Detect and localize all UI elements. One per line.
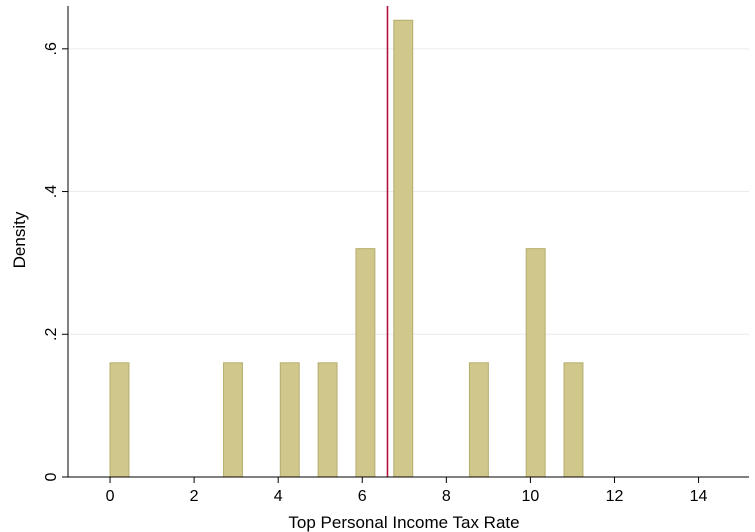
histogram-bar-3	[317, 362, 338, 478]
x-tick-label-6: 12	[606, 488, 624, 505]
histogram-bar-4	[355, 248, 376, 478]
histogram-bar-5	[393, 19, 414, 478]
x-tick-label-1: 2	[190, 488, 199, 505]
x-tick-label-2: 4	[274, 488, 283, 505]
x-tick-label-5: 10	[522, 488, 540, 505]
histogram-bar-0	[109, 362, 130, 478]
y-tick-label-1: .2	[43, 327, 60, 340]
x-axis-label: Top Personal Income Tax Rate	[288, 513, 519, 532]
histogram-bar-2	[279, 362, 300, 478]
histogram-bar-8	[563, 362, 584, 478]
x-tick-label-7: 14	[690, 488, 708, 505]
y-tick-label-3: .6	[43, 42, 60, 55]
bars	[109, 19, 584, 478]
x-tick-label-0: 0	[106, 488, 115, 505]
y-tick-label-2: .4	[43, 185, 60, 198]
y-axis-label: Density	[10, 211, 29, 268]
histogram-bar-6	[468, 362, 489, 478]
y-tick-label-0: 0	[43, 472, 60, 481]
x-tick-label-3: 6	[358, 488, 367, 505]
axes: 0 2 4 6 8 10 12 14 0 .2 .4 .6	[43, 6, 749, 505]
histogram-bar-1	[223, 362, 243, 478]
x-tick-label-4: 8	[442, 488, 451, 505]
histogram-bar-7	[525, 248, 546, 478]
